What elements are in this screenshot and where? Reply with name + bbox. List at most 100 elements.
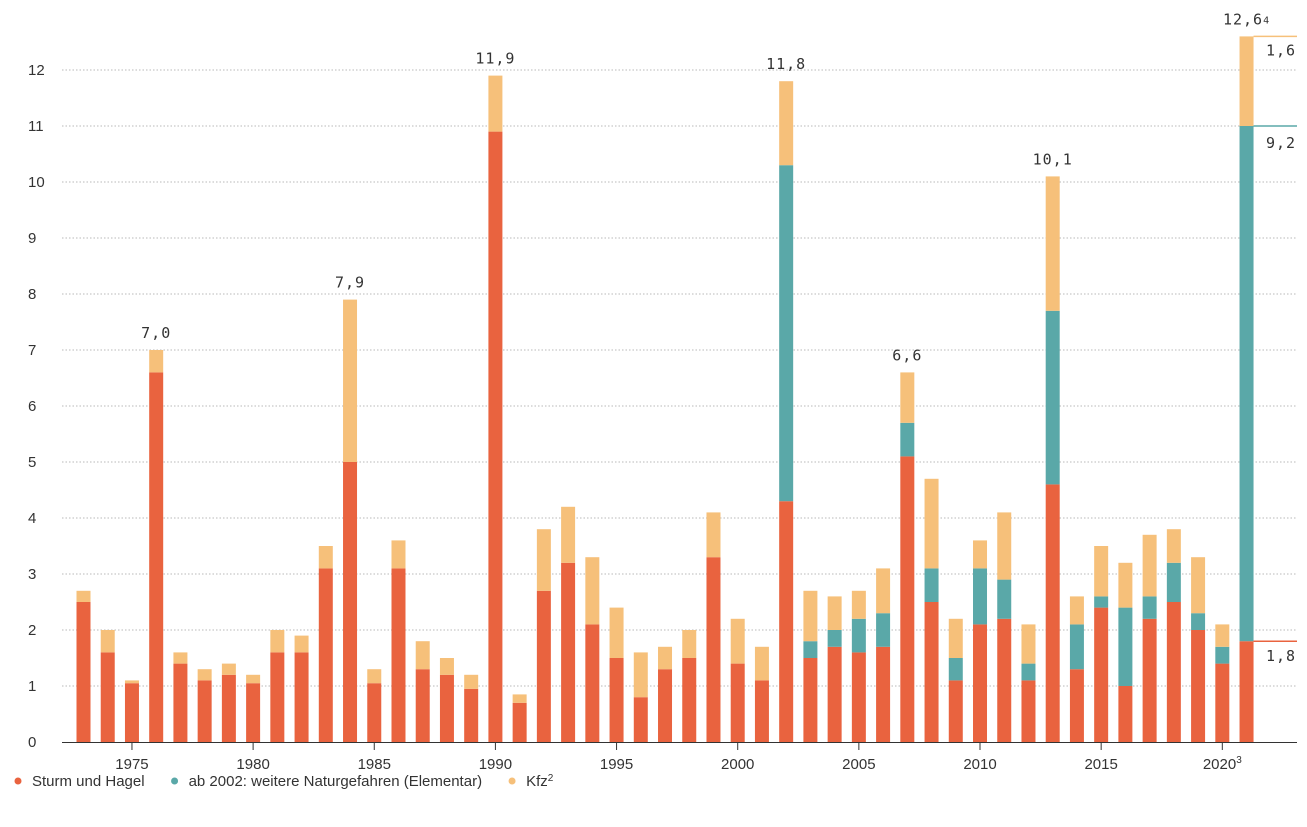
bar-segment-kfz — [1069, 596, 1084, 625]
bar-segment-kfz — [415, 641, 430, 670]
legend-swatch-kfz — [508, 777, 516, 785]
bar-segment-sturm — [1021, 680, 1036, 742]
bar-segment-elementar — [1142, 596, 1157, 619]
bar-segment-kfz — [609, 607, 624, 658]
segment-value-label: 1,8 — [1266, 647, 1296, 665]
bar-segment-sturm — [730, 663, 745, 742]
bar-segment-elementar — [948, 658, 963, 681]
bar-segment-elementar — [924, 568, 939, 602]
bar-total-label: 10,1 — [1033, 150, 1073, 168]
bar-segment-elementar — [851, 618, 866, 653]
bar-segment-sturm — [997, 618, 1012, 742]
bar-segment-kfz — [876, 568, 891, 614]
bar-total-value: 10,1 — [1033, 150, 1073, 168]
bar-total-label: 11,9 — [475, 50, 515, 68]
bar-segment-sturm — [100, 652, 115, 742]
bar-segment-kfz — [682, 630, 697, 658]
x-tick-label: 2010 — [963, 756, 996, 773]
bar-total-value: 11,9 — [475, 50, 515, 68]
bar-segment-sturm — [900, 456, 915, 742]
y-tick-label: 7 — [28, 342, 36, 359]
x-tick-text: 2005 — [842, 756, 875, 773]
bar-total-value: 12,6 — [1223, 10, 1263, 28]
bar-segment-kfz — [633, 652, 648, 698]
x-tick-text: 2020 — [1203, 756, 1236, 773]
bar-segment-elementar — [1021, 663, 1036, 681]
bar-segment-elementar — [1166, 562, 1181, 602]
bar-segment-kfz — [1215, 624, 1230, 647]
bar-segment-kfz — [488, 75, 503, 132]
x-tick-text: 2015 — [1084, 756, 1117, 773]
bar-segment-kfz — [1021, 624, 1036, 664]
y-tick-label: 2 — [28, 622, 36, 639]
bar-segment-sturm — [536, 590, 551, 742]
bar-segment-kfz — [803, 590, 818, 642]
bar-segment-sturm — [149, 372, 164, 742]
bar-segment-sturm — [246, 683, 261, 742]
bar-segment-sturm — [512, 702, 527, 742]
bar-segment-elementar — [1215, 646, 1230, 664]
bar-segment-sturm — [827, 646, 842, 742]
value-labels: 7,0 7,9 11,9 11,8 6,6 10,1 12,64 1,6 9,2 1,8 — [141, 10, 1297, 665]
x-tick-text: 2010 — [963, 756, 996, 773]
x-tick-text: 1975 — [115, 756, 148, 773]
legend-swatch-elementar — [171, 777, 179, 785]
bar-segment-kfz — [197, 669, 212, 681]
bar-segment-kfz — [851, 590, 866, 619]
bar-segment-sturm — [197, 680, 212, 742]
bar-segment-elementar — [876, 613, 891, 647]
bar-segment-kfz — [561, 506, 576, 563]
bar-segment-sturm — [1191, 630, 1206, 742]
bar-segment-kfz — [973, 540, 988, 569]
bar-segment-kfz — [706, 512, 721, 558]
legend-text: Kfz — [526, 773, 548, 790]
legend-label: Kfz2 — [526, 773, 554, 790]
bar-segment-kfz — [1118, 562, 1133, 608]
bar-segment-kfz — [900, 372, 915, 423]
bar-segment-kfz — [367, 669, 382, 684]
bar-segment-kfz — [100, 630, 115, 653]
bar-segment-elementar — [973, 568, 988, 625]
y-tick-label: 5 — [28, 454, 36, 471]
bar-segment-sturm — [367, 683, 382, 742]
legend-text: ab 2002: weitere Naturgefahren (Elementa… — [189, 773, 483, 790]
x-tick-label: 20203 — [1203, 755, 1242, 773]
y-tick-label: 10 — [28, 174, 45, 191]
bar-segment-sturm — [76, 602, 91, 742]
bar-segment-sturm — [439, 674, 454, 742]
bar-segment-sturm — [1094, 607, 1109, 742]
bar-segment-kfz — [294, 635, 309, 653]
bar-segment-kfz — [1045, 176, 1060, 311]
bar-segment-kfz — [1239, 36, 1254, 126]
bar-segment-sturm — [318, 568, 333, 742]
bar-total-value: 7,0 — [141, 324, 171, 342]
bar-segment-sturm — [973, 624, 988, 742]
y-tick-label: 12 — [28, 62, 45, 79]
y-tick-label: 1 — [28, 678, 36, 695]
bar-segment-sturm — [924, 602, 939, 742]
bar-segment-sturm — [585, 624, 600, 742]
x-tick-label: 1990 — [479, 756, 512, 773]
x-tick-footnote: 3 — [1236, 755, 1242, 766]
bar-segment-sturm — [633, 697, 648, 742]
bar-segment-sturm — [658, 669, 673, 742]
bar-total-value: 7,9 — [335, 274, 365, 292]
y-tick-label: 9 — [28, 230, 36, 247]
bar-segment-elementar — [1118, 607, 1133, 686]
y-tick-label: 6 — [28, 398, 36, 415]
bar-total-label: 12,64 — [1223, 10, 1270, 28]
bar-segment-kfz — [270, 630, 285, 653]
bar-segment-sturm — [488, 131, 503, 743]
x-tick-text: 1985 — [358, 756, 391, 773]
legend-label: ab 2002: weitere Naturgefahren (Elementa… — [189, 773, 483, 790]
bar-segment-kfz — [318, 546, 333, 569]
bar-segment-kfz — [1142, 534, 1157, 597]
bar-segment-kfz — [1166, 529, 1181, 563]
bar-total-label: 7,9 — [335, 274, 365, 292]
bar-segment-elementar — [997, 579, 1012, 619]
bar-segment-kfz — [343, 299, 358, 462]
x-tick-label: 1980 — [236, 756, 269, 773]
segment-value-label: 1,6 — [1266, 41, 1296, 59]
bar-segment-sturm — [682, 658, 697, 742]
